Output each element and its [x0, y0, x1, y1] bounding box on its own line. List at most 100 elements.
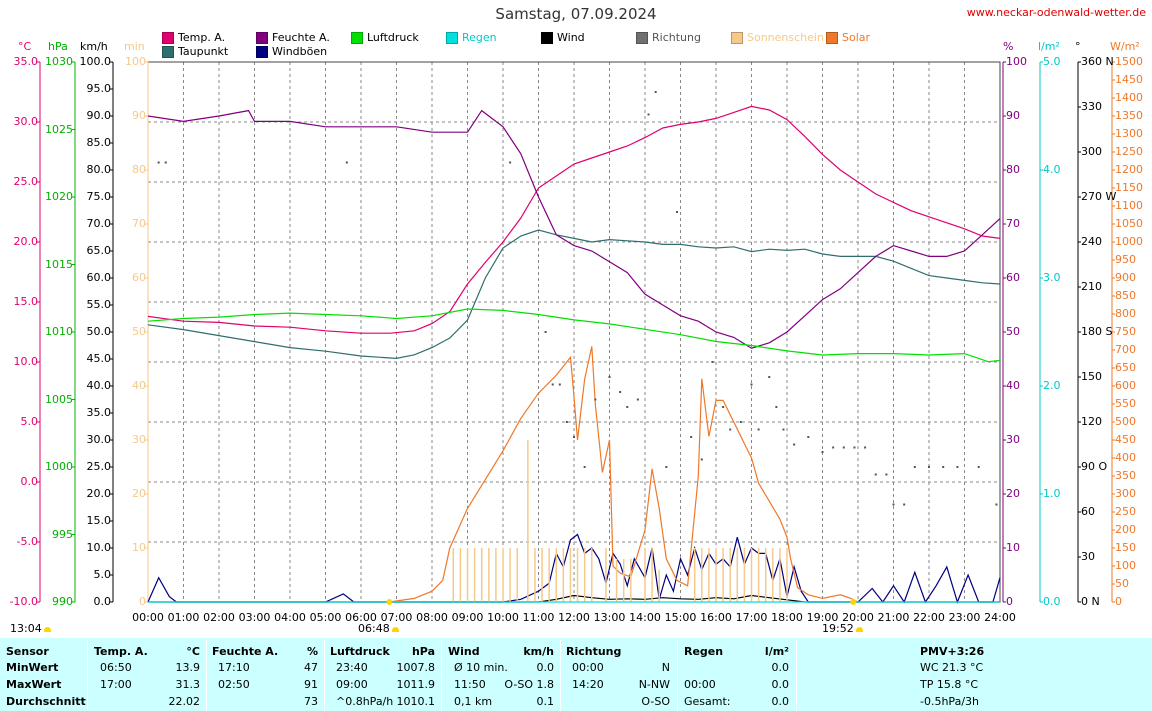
tick-sunshine: 80 [132, 163, 146, 176]
tick-wind: 80.0 [86, 163, 112, 176]
direction-point [956, 466, 959, 468]
pmv-value: WC 21.3 °C [920, 661, 984, 674]
tick-wind: 15.0 [86, 514, 112, 527]
direction-point [750, 383, 753, 386]
tick-solar: 350 [1115, 469, 1136, 482]
humidity-value: 73 [304, 695, 318, 708]
tick-rain: 0.0 [1043, 595, 1061, 608]
direction-point [842, 446, 845, 449]
tick-solar: 1400 [1115, 91, 1143, 104]
x-tick: 19:00 [806, 611, 839, 624]
legend-sunshine: Sonnenschein [731, 31, 824, 44]
legend-swatch [446, 31, 458, 44]
direction-point [864, 446, 867, 449]
legend-label: Richtung [652, 31, 701, 44]
table-header-direction: Richtung [566, 645, 622, 658]
table-header-temp: Temp. A. [94, 645, 148, 658]
tick-sunshine: 60 [132, 271, 146, 284]
direction-point [626, 406, 629, 408]
tick-direction: 0 N [1081, 595, 1100, 608]
tick-solar: 0 [1115, 595, 1122, 608]
humidity-time: 02:50 [218, 678, 250, 691]
pmv-value: -0.5hPa/3h [920, 695, 979, 708]
tick-direction: 30 [1081, 550, 1095, 563]
wind-time: 11:50 [454, 678, 486, 691]
legend-swatch [256, 45, 268, 58]
axis-lines [37, 61, 1115, 603]
tick-solar: 50 [1115, 577, 1129, 590]
tick-solar: 300 [1115, 487, 1136, 500]
tick-wind: 75.0 [86, 190, 112, 203]
tick-sunshine: 90 [132, 109, 146, 122]
wind-value: 0.0 [536, 661, 555, 674]
series-layer [147, 91, 1001, 605]
tick-direction: 300 [1081, 145, 1102, 158]
tick-wind: 50.0 [86, 325, 112, 338]
pressure-time: 09:00 [336, 678, 368, 691]
tick-pressure: 1030 [45, 55, 73, 68]
tick-solar: 950 [1115, 253, 1136, 266]
tick-temp: 10.0 [13, 355, 39, 368]
tick-solar: 850 [1115, 289, 1136, 302]
tick-wind: 30.0 [86, 433, 112, 446]
rain-time: 00:00 [684, 678, 716, 691]
tick-solar: 1250 [1115, 145, 1143, 158]
tick-temp: 0.0 [20, 475, 39, 488]
direction-value: N-NW [638, 678, 670, 691]
x-tick: 11:00 [522, 611, 555, 624]
rain-value: 0.0 [771, 695, 790, 708]
direction-point [164, 161, 167, 164]
direction-time: 14:20 [572, 678, 604, 691]
direction-point [544, 331, 547, 333]
tick-wind: 35.0 [86, 406, 112, 419]
tick-wind: 5.0 [93, 568, 112, 581]
direction-point [903, 503, 906, 506]
legend-gusts: Windböen [256, 45, 327, 58]
unit-solar: W/m² [1110, 40, 1140, 53]
site-url[interactable]: www.neckar-odenwald-wetter.de [966, 6, 1146, 19]
direction-point [619, 391, 622, 393]
legend-direction: Richtung [636, 31, 701, 44]
legend-dewpoint: Taupunkt [162, 45, 228, 58]
x-tick: 00:00 [132, 611, 164, 624]
temp-time: 06:50 [100, 661, 132, 674]
sun-duration: 13:04 [10, 622, 51, 635]
wind-time: 0,1 km [454, 695, 493, 708]
legend-swatch [541, 31, 553, 44]
x-tick: 13:00 [593, 611, 626, 624]
tick-direction: 210 [1081, 280, 1102, 293]
tick-temp: 5.0 [20, 415, 39, 428]
tick-temp: 30.0 [13, 115, 39, 128]
direction-point [558, 383, 561, 386]
legend-label: Feuchte A. [272, 31, 330, 44]
temp-value: 31.3 [175, 678, 201, 691]
pressure-time: ^0.8hPa/h [336, 695, 394, 708]
tick-solar: 450 [1115, 433, 1136, 446]
tick-wind: 55.0 [86, 298, 112, 311]
direction-point [832, 446, 835, 449]
legend-label: Taupunkt [178, 45, 229, 58]
tick-direction: 330 [1081, 100, 1102, 113]
direction-point [892, 503, 895, 506]
sun-icon [43, 627, 51, 632]
x-tick: 10:00 [487, 611, 519, 624]
table-header-sensor: Sensor [6, 645, 49, 658]
table-header-rain-unit: l/m² [764, 645, 789, 658]
direction-point [345, 161, 348, 164]
direction-point [551, 383, 554, 386]
direction-point [711, 361, 714, 363]
tick-solar: 100 [1115, 559, 1136, 572]
direction-point [775, 406, 778, 408]
tick-solar: 1300 [1115, 127, 1143, 140]
tick-solar: 750 [1115, 325, 1136, 338]
tick-wind: 90.0 [86, 109, 112, 122]
legend-label: Solar [842, 31, 871, 44]
series-temp-a- [147, 105, 1001, 334]
direction-point [583, 466, 586, 468]
legend-label: Wind [557, 31, 585, 44]
x-tick: 17:00 [735, 611, 768, 624]
series-feuchte-a- [147, 109, 1001, 349]
unit-pressure: hPa [48, 40, 68, 53]
x-tick: 21:00 [877, 611, 910, 624]
tick-solar: 1150 [1115, 181, 1143, 194]
